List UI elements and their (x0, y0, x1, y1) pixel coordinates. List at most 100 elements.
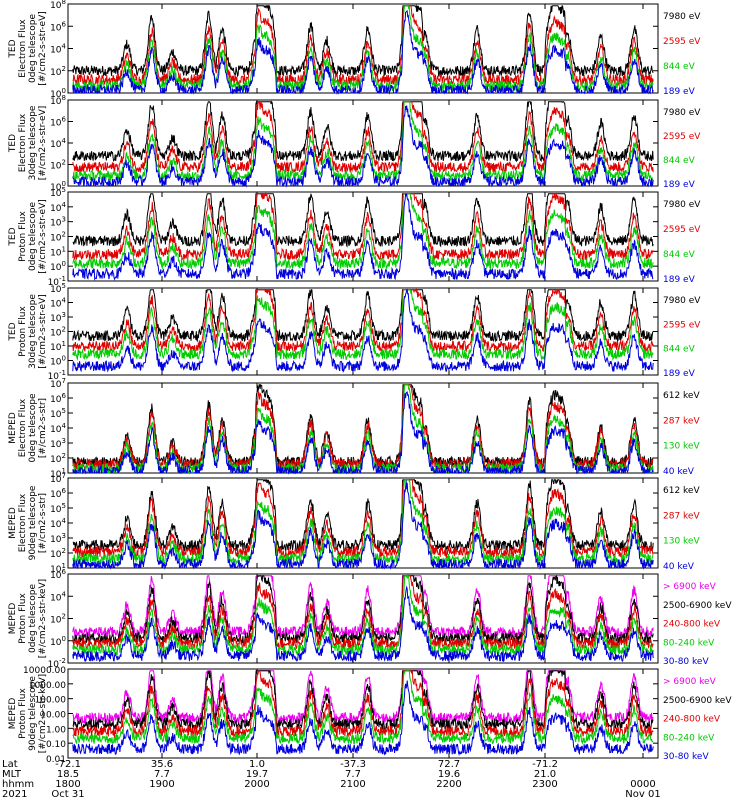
y-tick-label: 104 (50, 517, 66, 530)
x-tick-date: Nov 01 (625, 789, 660, 800)
legend-entry: 240-800 keV (663, 620, 721, 630)
y-tick-label: 104 (50, 201, 66, 214)
x-axis-row-label: hhmm (2, 779, 34, 790)
y-axis-label: 0deg telescope (28, 584, 38, 654)
x-tick-hhmm: 2000 (244, 779, 269, 790)
series-line (72, 105, 654, 188)
x-axis-row-label: Lat (2, 759, 18, 770)
series-line (72, 193, 654, 270)
series-line (72, 10, 654, 95)
series-line (72, 289, 654, 362)
y-axis-label: Electron Flux (18, 19, 28, 78)
y-axis-label: 30deg telescope (28, 294, 38, 369)
y-axis-label: Electron Flux (18, 493, 28, 552)
series-line (72, 669, 654, 732)
x-tick-lat: -37.3 (340, 759, 366, 770)
legend-entry: 287 keV (663, 511, 700, 521)
y-axis-label: Proton Flux (18, 211, 28, 262)
x-axis-row-label: 2021 (2, 789, 27, 800)
y-tick-label: 101 (50, 245, 66, 258)
y-tick-label: 103 (50, 311, 66, 324)
legend-entry: 240-800 keV (663, 715, 721, 725)
x-tick-hhmm: 2300 (532, 779, 557, 790)
series-line (72, 100, 654, 174)
y-tick-label: 104 (50, 590, 66, 603)
y-axis-label: Electron Flux (18, 398, 28, 457)
series-line (72, 670, 654, 745)
legend-entry: 130 keV (663, 537, 700, 547)
y-tick-label: 103 (50, 532, 66, 545)
y-tick-label: 1000.00 (29, 681, 66, 691)
legend-entry: 189 eV (663, 369, 696, 379)
y-axis-label: 90deg telescope (28, 676, 38, 751)
series-line (72, 575, 654, 651)
x-tick-hhmm: 2100 (340, 779, 365, 790)
series-line (72, 391, 654, 475)
series-line (72, 3, 654, 78)
legend-entry: 844 eV (663, 250, 696, 260)
x-axis-row-label: MLT (2, 769, 22, 780)
legend-entry: 30-80 keV (663, 657, 709, 667)
y-tick-label: 105 (50, 502, 66, 515)
series-line (72, 573, 654, 657)
y-axis-label: MEPED (8, 603, 18, 635)
y-axis-label: [#/cm2-s-str-eV] (38, 294, 48, 369)
y-axis-label: TED (8, 322, 18, 341)
legend-entry: 612 keV (663, 391, 700, 401)
series-line (72, 193, 654, 281)
y-axis-label: 0deg telescope (28, 14, 38, 84)
y-axis-label: TED (8, 39, 18, 58)
x-tick-mlt: 7.7 (345, 769, 361, 780)
legend-entry: 30-80 keV (663, 752, 709, 762)
y-tick-label: 104 (50, 422, 66, 435)
y-tick-label: 102 (50, 613, 66, 626)
legend-entry: 2595 eV (663, 37, 701, 47)
series-line (72, 480, 654, 570)
y-tick-label: 106 (50, 116, 66, 129)
x-tick-lat: 72.7 (438, 759, 460, 770)
legend-entry: 7980 eV (663, 296, 701, 306)
series-line (72, 680, 654, 757)
legend-entry: 2500-6900 keV (663, 601, 732, 611)
y-tick-label: 102 (50, 231, 66, 244)
y-tick-label: 102 (50, 159, 66, 172)
legend-entry: > 6900 keV (663, 677, 717, 687)
y-tick-label: 106 (50, 20, 66, 33)
y-axis-label: TED (8, 227, 18, 246)
x-tick-mlt: 7.7 (154, 769, 170, 780)
y-axis-label: [#/cm2-s-str] (38, 398, 48, 458)
legend-entry: 189 eV (663, 87, 696, 97)
x-tick-lat: 35.6 (151, 759, 173, 770)
legend-entry: 612 keV (663, 486, 700, 496)
y-tick-label: 100.00 (35, 696, 67, 706)
y-tick-label: 100 (50, 355, 66, 368)
x-tick-lat: -71.2 (532, 759, 558, 770)
x-tick-lat: -72.1 (55, 759, 81, 770)
y-axis-label: MEPED (8, 412, 18, 444)
y-tick-label: 104 (50, 137, 66, 150)
legend-entry: > 6900 keV (663, 582, 717, 592)
legend-entry: 844 eV (663, 345, 696, 355)
y-tick-label: 0.01 (46, 755, 66, 765)
series-line (72, 101, 654, 183)
y-axis-label: [#/cm2-s-str-eV] (38, 106, 48, 181)
y-tick-label: 105 (50, 407, 66, 420)
legend-entry: 80-240 keV (663, 638, 715, 648)
legend-entry: 80-240 keV (663, 733, 715, 743)
y-tick-label: 106 (50, 392, 66, 405)
legend-entry: 7980 eV (663, 200, 701, 210)
y-tick-label: 102 (50, 452, 66, 465)
y-tick-label: 102 (50, 65, 66, 78)
series-line (72, 575, 654, 645)
y-axis-label: 90deg telescope (28, 485, 38, 560)
legend-entry: 287 keV (663, 416, 700, 426)
legend-entry: 7980 eV (663, 108, 701, 118)
x-tick-mlt: 19.7 (246, 769, 268, 780)
series-line (72, 669, 654, 739)
y-tick-label: 0.10 (46, 740, 66, 750)
